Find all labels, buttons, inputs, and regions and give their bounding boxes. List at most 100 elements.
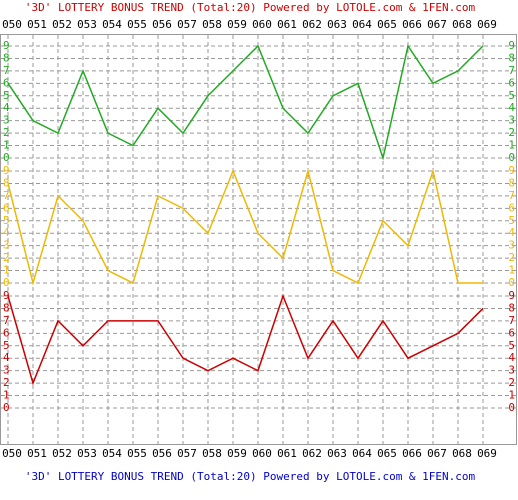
x-tick-label: 061 [277, 447, 297, 460]
y-tick-label: 2 [508, 251, 515, 264]
x-tick-label: 051 [27, 18, 47, 31]
y-tick-label: 2 [508, 126, 515, 139]
y-tick-label: 1 [508, 139, 515, 152]
x-tick-label: 068 [452, 447, 472, 460]
y-tick-label: 6 [508, 201, 515, 214]
y-tick-label: 0 [3, 151, 10, 164]
x-tick-label: 050 [2, 447, 22, 460]
y-tick-label: 4 [508, 101, 515, 114]
y-tick-label: 9 [3, 289, 10, 302]
y-tick-label: 9 [3, 39, 10, 52]
x-tick-label: 067 [427, 18, 447, 31]
y-tick-label: 6 [508, 326, 515, 339]
trend-line [7, 168, 483, 286]
y-tick-label: 7 [3, 314, 10, 327]
x-tick-label: 067 [427, 447, 447, 460]
y-tick-label: 8 [3, 51, 10, 64]
y-tick-label: 3 [508, 239, 515, 252]
y-tick-label: 3 [508, 364, 515, 377]
x-tick-label: 053 [77, 447, 97, 460]
y-tick-label: 7 [3, 189, 10, 202]
y-tick-label: 3 [3, 239, 10, 252]
y-tick-label: 8 [3, 176, 10, 189]
y-tick-label: 6 [508, 76, 515, 89]
y-tick-label: 5 [508, 339, 515, 352]
y-tick-label: 3 [508, 114, 515, 127]
y-tick-label: 9 [508, 164, 515, 177]
y-tick-label: 2 [3, 126, 10, 139]
y-tick-label: 6 [3, 326, 10, 339]
x-tick-label: 054 [102, 447, 122, 460]
trend-line [7, 44, 484, 161]
y-tick-label: 2 [3, 251, 10, 264]
x-tick-label: 054 [102, 18, 122, 31]
y-tick-label: 0 [508, 151, 515, 164]
x-tick-label: 063 [327, 447, 347, 460]
y-tick-label: 5 [3, 89, 10, 102]
y-tick-label: 1 [3, 389, 10, 402]
y-tick-label: 1 [3, 264, 10, 277]
y-tick-label: 4 [508, 226, 515, 239]
y-tick-label: 0 [508, 276, 515, 289]
x-tick-label: 056 [152, 18, 172, 31]
y-tick-label: 4 [3, 351, 10, 364]
x-tick-label: 052 [52, 18, 72, 31]
y-tick-label: 6 [3, 76, 10, 89]
y-tick-label: 3 [3, 364, 10, 377]
y-tick-label: 8 [508, 51, 515, 64]
x-tick-label: 066 [402, 447, 422, 460]
x-tick-label: 062 [302, 18, 322, 31]
x-tick-label: 060 [252, 447, 272, 460]
y-tick-label: 7 [508, 314, 515, 327]
x-tick-label: 053 [77, 18, 97, 31]
y-tick-label: 1 [508, 264, 515, 277]
x-tick-label: 068 [452, 18, 472, 31]
trend-line [7, 293, 484, 386]
x-tick-label: 063 [327, 18, 347, 31]
x-tick-label: 052 [52, 447, 72, 460]
y-tick-label: 2 [3, 376, 10, 389]
chart-title: '3D' LOTTERY BONUS TREND (Total:20) Powe… [25, 1, 476, 14]
y-tick-label: 6 [3, 201, 10, 214]
y-tick-label: 8 [508, 176, 515, 189]
y-tick-label: 4 [3, 226, 10, 239]
x-tick-label: 065 [377, 18, 397, 31]
x-tick-label: 055 [127, 18, 147, 31]
y-tick-label: 5 [3, 214, 10, 227]
x-tick-label: 059 [227, 447, 247, 460]
y-tick-label: 7 [3, 64, 10, 77]
chart-title: '3D' LOTTERY BONUS TREND (Total:20) Powe… [25, 470, 476, 483]
x-tick-label: 061 [277, 18, 297, 31]
x-tick-label: 058 [202, 18, 222, 31]
x-tick-label: 056 [152, 447, 172, 460]
y-tick-label: 4 [508, 351, 515, 364]
y-tick-label: 4 [3, 101, 10, 114]
y-tick-label: 5 [508, 89, 515, 102]
y-tick-label: 2 [508, 376, 515, 389]
y-tick-label: 3 [3, 114, 10, 127]
y-tick-label: 9 [508, 289, 515, 302]
x-tick-label: 058 [202, 447, 222, 460]
y-tick-label: 1 [508, 389, 515, 402]
x-tick-label: 060 [252, 18, 272, 31]
y-tick-label: 9 [508, 39, 515, 52]
y-tick-label: 0 [3, 401, 10, 414]
y-tick-label: 8 [508, 301, 515, 314]
x-tick-label: 062 [302, 447, 322, 460]
y-tick-label: 8 [3, 301, 10, 314]
y-tick-label: 5 [3, 339, 10, 352]
x-tick-label: 050 [2, 18, 22, 31]
x-tick-label: 065 [377, 447, 397, 460]
y-tick-label: 9 [3, 164, 10, 177]
y-tick-label: 7 [508, 189, 515, 202]
y-tick-label: 1 [3, 139, 10, 152]
y-tick-label: 5 [508, 214, 515, 227]
x-tick-label: 064 [352, 447, 372, 460]
x-tick-label: 069 [477, 18, 497, 31]
x-tick-label: 064 [352, 18, 372, 31]
x-tick-label: 055 [127, 447, 147, 460]
plot-frame [0, 34, 517, 445]
y-tick-label: 7 [508, 64, 515, 77]
